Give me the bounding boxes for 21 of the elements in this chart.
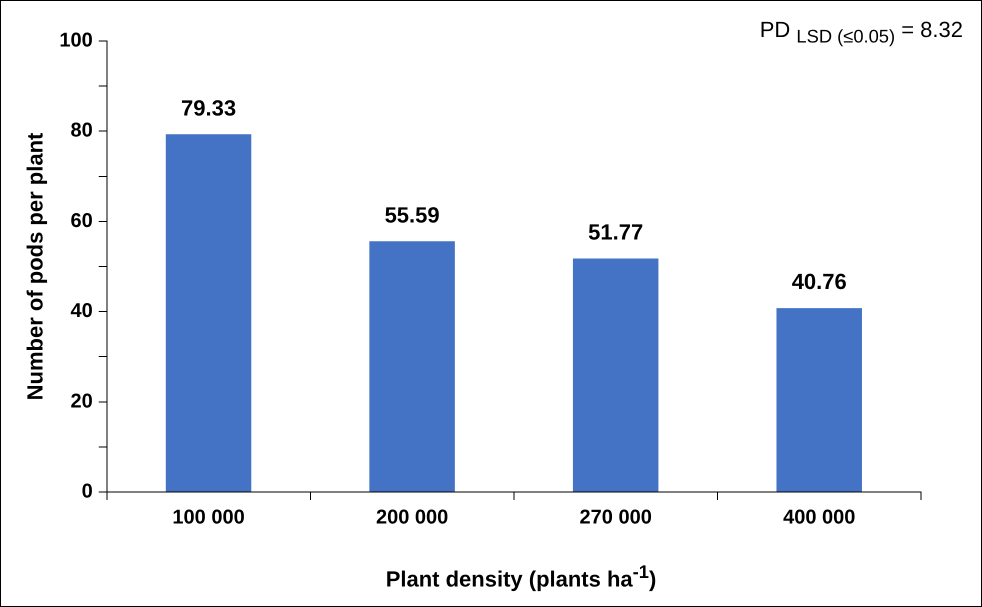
y-tick-label: 40 [70,300,93,322]
data-label: 51.77 [588,220,644,245]
data-label: 55.59 [384,202,440,228]
x-tick-label: 270 000 [580,506,652,529]
x-axis-title: Plant density (plants ha$^{-1}$) [384,561,658,592]
x-tick-label: 400 000 [783,506,856,529]
y-tick-label: 0 [82,480,93,503]
y-tick-label: 100 [59,30,93,52]
y-axis-title: Number of pods per plant [22,132,48,400]
y-tick-label: 20 [70,390,93,412]
x-tick-label: 100 000 [172,506,245,529]
bar [572,258,658,492]
bar [776,308,862,492]
bar [166,134,252,492]
data-label: 40.76 [792,269,847,294]
data-label: 79.33 [181,95,236,120]
annotation: PD $_{LSD (≤0.05)}$ = 8.32 [760,17,963,48]
y-tick-label: 60 [70,210,93,232]
x-tick-label: 200 000 [376,506,448,529]
y-tick-label: 80 [70,120,93,142]
bar [369,241,455,492]
